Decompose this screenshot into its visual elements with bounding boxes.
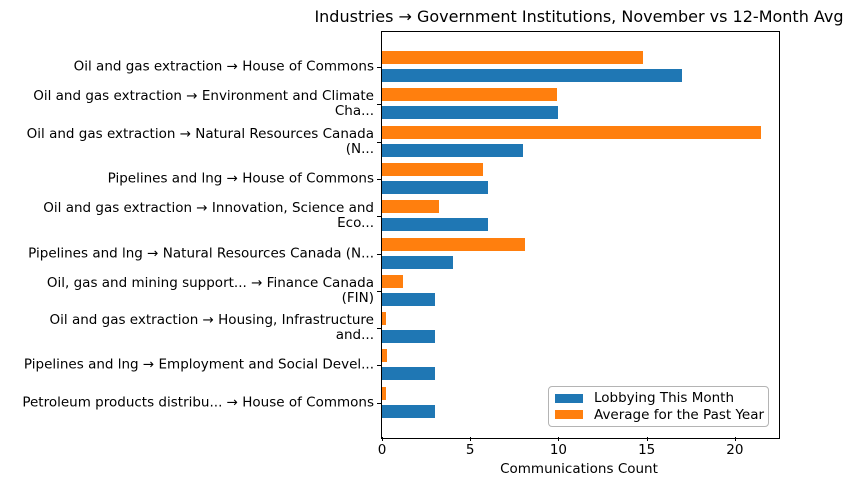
y-tick-label: Pipelines and lng → House of Commons bbox=[107, 170, 374, 187]
y-tick-label: Oil and gas extraction → Innovation, Sci… bbox=[43, 200, 374, 232]
x-tick-label: 0 bbox=[377, 442, 387, 458]
x-tick-label: 10 bbox=[549, 442, 568, 458]
y-tick-label: Pipelines and lng → Natural Resources Ca… bbox=[28, 245, 374, 261]
x-tick-label: 15 bbox=[638, 442, 656, 458]
bar-series1-row8 bbox=[382, 349, 388, 363]
bar-series0-row5 bbox=[382, 255, 453, 269]
y-tick-label: Petroleum products distribu... → House o… bbox=[22, 394, 374, 411]
plot-area bbox=[377, 31, 780, 439]
bar-series1-row1 bbox=[382, 88, 557, 102]
bar-series0-row4 bbox=[382, 218, 488, 232]
legend: Lobbying This Month Average for the Past… bbox=[548, 386, 769, 427]
y-tick-mark bbox=[377, 104, 382, 106]
y-tick-mark bbox=[377, 328, 382, 330]
y-tick-mark bbox=[377, 365, 382, 367]
y-tick-mark bbox=[377, 402, 382, 404]
y-tick-mark bbox=[377, 178, 382, 180]
y-tick-mark bbox=[377, 67, 382, 68]
bar-series1-row5 bbox=[382, 237, 525, 251]
x-tick-label: 5 bbox=[465, 442, 475, 458]
bar-series1-row0 bbox=[382, 51, 644, 64]
y-tick-mark bbox=[377, 253, 382, 255]
bar-series0-row6 bbox=[382, 292, 435, 306]
bar-series1-row3 bbox=[382, 162, 483, 176]
bar-series1-row6 bbox=[382, 274, 404, 288]
y-tick-label: Oil and gas extraction → Environment and… bbox=[33, 88, 374, 120]
y-tick-label: Oil and gas extraction → Natural Resourc… bbox=[26, 125, 374, 157]
bar-series0-row0 bbox=[382, 69, 682, 82]
x-tick-mark bbox=[558, 437, 560, 441]
legend-swatch-orange bbox=[555, 410, 583, 420]
x-tick-label: 20 bbox=[726, 442, 744, 458]
bar-series0-row7 bbox=[382, 330, 435, 344]
bar-series0-row2 bbox=[382, 143, 524, 157]
legend-label: Average for the Past Year bbox=[594, 406, 765, 423]
x-tick-mark bbox=[734, 437, 736, 441]
bar-series0-row1 bbox=[382, 106, 559, 120]
legend-entry-past-year: Average for the Past Year bbox=[555, 406, 765, 423]
y-tick-mark bbox=[377, 141, 382, 143]
y-tick-label: Oil, gas and mining support... → Finance… bbox=[46, 274, 374, 306]
bar-series1-row7 bbox=[382, 312, 386, 326]
y-tick-label: Oil and gas extraction → Housing, Infras… bbox=[49, 312, 374, 344]
y-tick-mark bbox=[377, 290, 382, 292]
y-tick-label: Pipelines and lng → Employment and Socia… bbox=[23, 356, 374, 373]
x-axis-label: Communications Count bbox=[500, 461, 658, 477]
x-tick-mark bbox=[382, 437, 383, 441]
legend-entry-this-month: Lobbying This Month bbox=[555, 390, 762, 406]
chart-title: Industries → Government Institutions, No… bbox=[314, 7, 844, 26]
bar-series0-row8 bbox=[382, 367, 435, 381]
x-tick-mark bbox=[646, 437, 648, 441]
legend-label: Lobbying This Month bbox=[594, 390, 735, 407]
legend-swatch-blue bbox=[555, 393, 583, 403]
y-tick-label: Oil and gas extraction → House of Common… bbox=[73, 58, 374, 75]
bar-series1-row4 bbox=[382, 200, 439, 214]
bar-series1-row9 bbox=[382, 386, 386, 400]
bar-series1-row2 bbox=[382, 125, 762, 139]
bar-series0-row9 bbox=[382, 404, 435, 418]
y-tick-mark bbox=[377, 216, 382, 218]
bar-series0-row3 bbox=[382, 180, 488, 194]
x-tick-mark bbox=[470, 437, 472, 441]
